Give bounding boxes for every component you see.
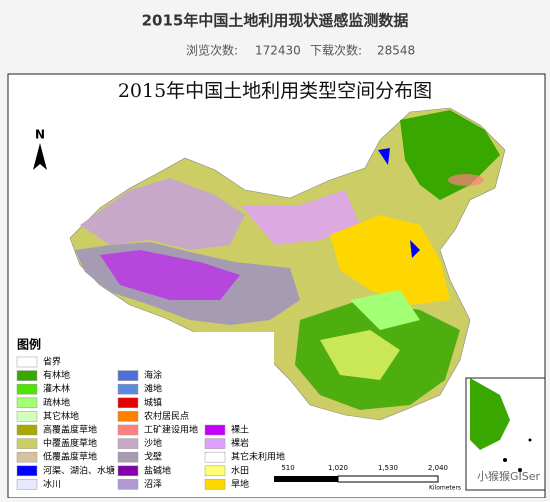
legend-swatch <box>204 451 226 463</box>
legend-label: 沼泽 <box>144 479 162 490</box>
legend-label: 其它未利用地 <box>231 451 285 463</box>
china-map <box>69 107 506 421</box>
downloads: 28548 <box>377 44 415 58</box>
legend-label: 疏林地 <box>43 396 70 408</box>
scale-label: 1,530 <box>378 464 398 472</box>
map-title: 2015年中国土地利用类型空间分布图 <box>118 80 432 102</box>
legend-label: 裸土 <box>231 424 249 436</box>
legend-swatch <box>16 370 38 381</box>
legend-label: 高覆盖度草地 <box>43 424 97 436</box>
legend-swatch <box>204 479 226 490</box>
legend-swatch <box>117 411 139 422</box>
legend-label: 中覆盖度草地 <box>43 437 97 449</box>
scale-unit: Kilometers <box>429 485 461 492</box>
inset-map <box>465 377 546 491</box>
legend-label: 滩地 <box>144 383 162 395</box>
scale-label: 1,020 <box>328 464 348 472</box>
legend-label: 冰川 <box>43 478 61 490</box>
legend-swatch <box>16 411 38 422</box>
legend-label: 有林地 <box>43 369 70 381</box>
legend-swatch <box>16 479 38 490</box>
legend-label: 其它林地 <box>43 410 79 422</box>
downloads-label: 下载次数: <box>310 43 362 58</box>
legend-label: 沙地 <box>144 437 162 449</box>
legend-label: 灌木林 <box>43 383 70 395</box>
north-label: N <box>35 128 45 142</box>
legend-label: 裸岩 <box>231 437 249 449</box>
legend-swatch <box>117 397 139 409</box>
legend-label: 低覆盖度草地 <box>43 451 97 463</box>
legend-label: 城镇 <box>144 396 162 408</box>
legend-label: 农村居民点 <box>144 410 189 422</box>
legend-title: 图例 <box>17 337 41 352</box>
legend-swatch <box>117 465 139 477</box>
legend-swatch <box>117 438 139 449</box>
legend-label: 工矿建设用地 <box>144 424 198 436</box>
legend-swatch <box>204 465 226 477</box>
legend-swatch <box>16 465 38 477</box>
legend-swatch <box>16 438 38 449</box>
legend-swatch <box>16 451 38 463</box>
legend-swatch <box>16 397 38 409</box>
scale-label: 510 <box>281 464 294 472</box>
legend-label: 戈壁 <box>144 451 162 463</box>
scale-label: 2,040 <box>428 464 448 472</box>
watermark: 小猴猴GISer <box>477 469 541 483</box>
legend-swatch <box>117 370 139 381</box>
legend-swatch <box>16 424 38 436</box>
legend-swatch <box>117 383 139 395</box>
legend-swatch <box>117 451 139 463</box>
north-arrow: N <box>33 128 47 170</box>
legend-label: 盐碱地 <box>144 464 171 476</box>
legend-swatch <box>117 479 139 490</box>
legend-label: 河渠、湖泊、水塘 <box>43 464 115 476</box>
legend-label: 省界 <box>43 356 61 368</box>
legend-label: 水田 <box>231 464 249 476</box>
page-title: 2015年中国土地利用现状遥感监测数据 <box>142 12 409 30</box>
scale-bar <box>238 475 439 483</box>
legend-swatch <box>16 383 38 395</box>
legend-swatch <box>117 424 139 436</box>
legend-swatch <box>204 438 226 449</box>
legend-label: 海涂 <box>144 369 162 381</box>
legend-swatch <box>204 424 226 436</box>
legend-swatch <box>16 356 38 368</box>
legend <box>12 332 274 494</box>
views-label: 浏览次数: <box>186 43 238 58</box>
views: 172430 <box>255 44 301 58</box>
legend-label: 旱地 <box>231 478 249 490</box>
